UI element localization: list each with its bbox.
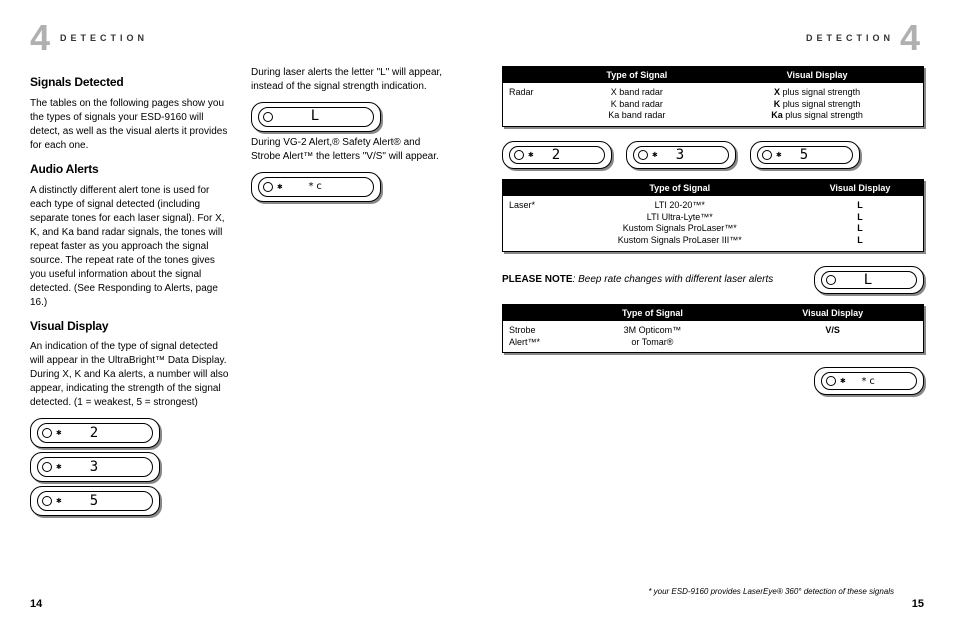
t3-c2: 3M Opticom™ or Tomar® <box>563 321 743 353</box>
display-L-val: L <box>311 107 321 127</box>
please-note: PLEASE NOTE: Beep rate changes with diff… <box>502 274 773 285</box>
t1-c1: Radar <box>503 83 563 127</box>
t2-c2: LTI 20-20™* LTI Ultra-Lyte™* Kustom Sign… <box>563 196 798 251</box>
display-row-radar: ✱2 ✱3 ✱5 <box>502 137 924 173</box>
display-L: L <box>251 102 381 132</box>
display-r2: ✱2 <box>502 141 612 169</box>
t3-c1: Strobe Alert™* <box>503 321 563 353</box>
footnote: * your ESD-9160 provides LaserEye® 360° … <box>648 587 894 596</box>
t3-c3: V/S <box>742 321 923 353</box>
display-5: ✱5 <box>30 486 160 516</box>
t1-c3: X plus signal strengthK plus signal stre… <box>711 83 923 127</box>
display-rVS: ✱*c <box>814 367 924 395</box>
visual-para: An indication of the type of signal dete… <box>30 340 231 410</box>
header-left: 4 DETECTION <box>30 20 452 56</box>
signals-para: The tables on the following pages show y… <box>30 97 231 153</box>
t1-h1: Type of Signal <box>563 67 712 84</box>
t2-c3: L L L L <box>797 196 923 251</box>
t1-h0 <box>503 67 563 84</box>
table-laser: Type of SignalVisual Display Laser* LTI … <box>502 179 924 252</box>
note-row: PLEASE NOTE: Beep rate changes with diff… <box>502 262 924 298</box>
display-vs: ✱*c <box>251 172 381 202</box>
display-vs-right-wrap: ✱*c <box>502 363 924 399</box>
chapter-num: 4 <box>30 20 54 56</box>
page-num-left: 14 <box>30 598 42 610</box>
signals-heading: Signals Detected <box>30 74 231 91</box>
display-3-val: 3 <box>90 458 100 478</box>
audio-para: A distinctly different alert tone is use… <box>30 184 231 310</box>
audio-heading: Audio Alerts <box>30 161 231 178</box>
t2-h2: Visual Display <box>797 180 923 197</box>
display-r3: ✱3 <box>626 141 736 169</box>
display-r2-val: 2 <box>552 147 562 163</box>
header-right: DETECTION 4 <box>502 20 924 56</box>
left-col-2: During laser alerts the letter "L" will … <box>251 66 452 520</box>
t3-h2: Visual Display <box>742 304 923 321</box>
display-rVS-val: *c <box>861 376 877 387</box>
t1-c2: X band radar K band radar Ka band radar <box>563 83 712 127</box>
display-2-val: 2 <box>90 424 100 444</box>
laser-para: During laser alerts the letter "L" will … <box>251 66 452 94</box>
display-r5: ✱5 <box>750 141 860 169</box>
display-5-val: 5 <box>90 492 100 512</box>
t2-h1: Type of Signal <box>563 180 798 197</box>
display-3: ✱3 <box>30 452 160 482</box>
chapter-num-r: 4 <box>900 20 924 56</box>
display-rL-val: L <box>864 272 874 288</box>
t1-h2: Visual Display <box>711 67 923 84</box>
display-2: ✱2 <box>30 418 160 448</box>
page-num-right: 15 <box>912 598 924 610</box>
table-strobe: Type of SignalVisual Display Strobe Aler… <box>502 304 924 353</box>
display-r3-val: 3 <box>676 147 686 163</box>
t2-h0 <box>503 180 563 197</box>
display-r5-val: 5 <box>800 147 810 163</box>
visual-heading: Visual Display <box>30 318 231 335</box>
table-radar: Type of SignalVisual Display Radar X ban… <box>502 66 924 127</box>
section-label: DETECTION <box>60 33 148 43</box>
section-label-r: DETECTION <box>806 33 894 43</box>
t3-h0 <box>503 304 563 321</box>
display-vs-val: *c <box>308 180 324 194</box>
left-page: 4 DETECTION Signals Detected The tables … <box>30 20 452 610</box>
display-rL: L <box>814 266 924 294</box>
t3-h1: Type of Signal <box>563 304 743 321</box>
right-page: DETECTION 4 Type of SignalVisual Display… <box>502 20 924 610</box>
vg2-para: During VG-2 Alert,® Safety Alert® and St… <box>251 136 452 164</box>
t2-c1: Laser* <box>503 196 563 251</box>
left-col-1: Signals Detected The tables on the follo… <box>30 66 231 520</box>
